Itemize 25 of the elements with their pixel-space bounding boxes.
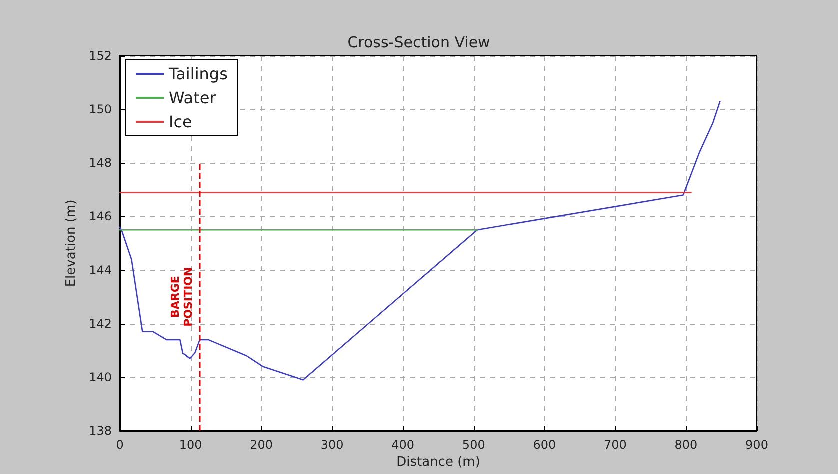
x-tick-label: 700 — [604, 438, 627, 452]
x-tick-label: 600 — [533, 438, 556, 452]
y-tick-label: 150 — [89, 102, 112, 117]
x-tick-label: 200 — [250, 438, 274, 452]
ref-line-label: BARGE POSITION — [168, 267, 195, 327]
x-tick-label: 400 — [392, 438, 415, 452]
x-tick-label: 300 — [320, 438, 344, 452]
y-tick-label: 138 — [89, 424, 112, 438]
x-axis-title: Distance (m) — [396, 454, 480, 470]
y-axis-title: Elevation (m) — [64, 200, 80, 288]
legend-label: Water — [169, 88, 217, 108]
y-tick-label: 140 — [89, 370, 112, 384]
y-tick-label: 152 — [89, 49, 112, 63]
x-tick-label: 900 — [746, 438, 768, 452]
y-tick-label: 146 — [89, 210, 112, 224]
legend-label: Ice — [169, 112, 192, 132]
y-tick-label: 148 — [89, 156, 112, 170]
x-tick-label: 500 — [462, 438, 486, 452]
legend-label: Tailings — [168, 64, 228, 84]
chart-title: Cross-Section View — [348, 34, 490, 52]
y-tick-label: 142 — [89, 316, 112, 331]
x-tick-label: 800 — [674, 438, 698, 452]
y-tick-label: 144 — [89, 263, 112, 278]
x-tick-label: 100 — [179, 438, 202, 452]
x-tick-label: 0 — [116, 438, 124, 452]
